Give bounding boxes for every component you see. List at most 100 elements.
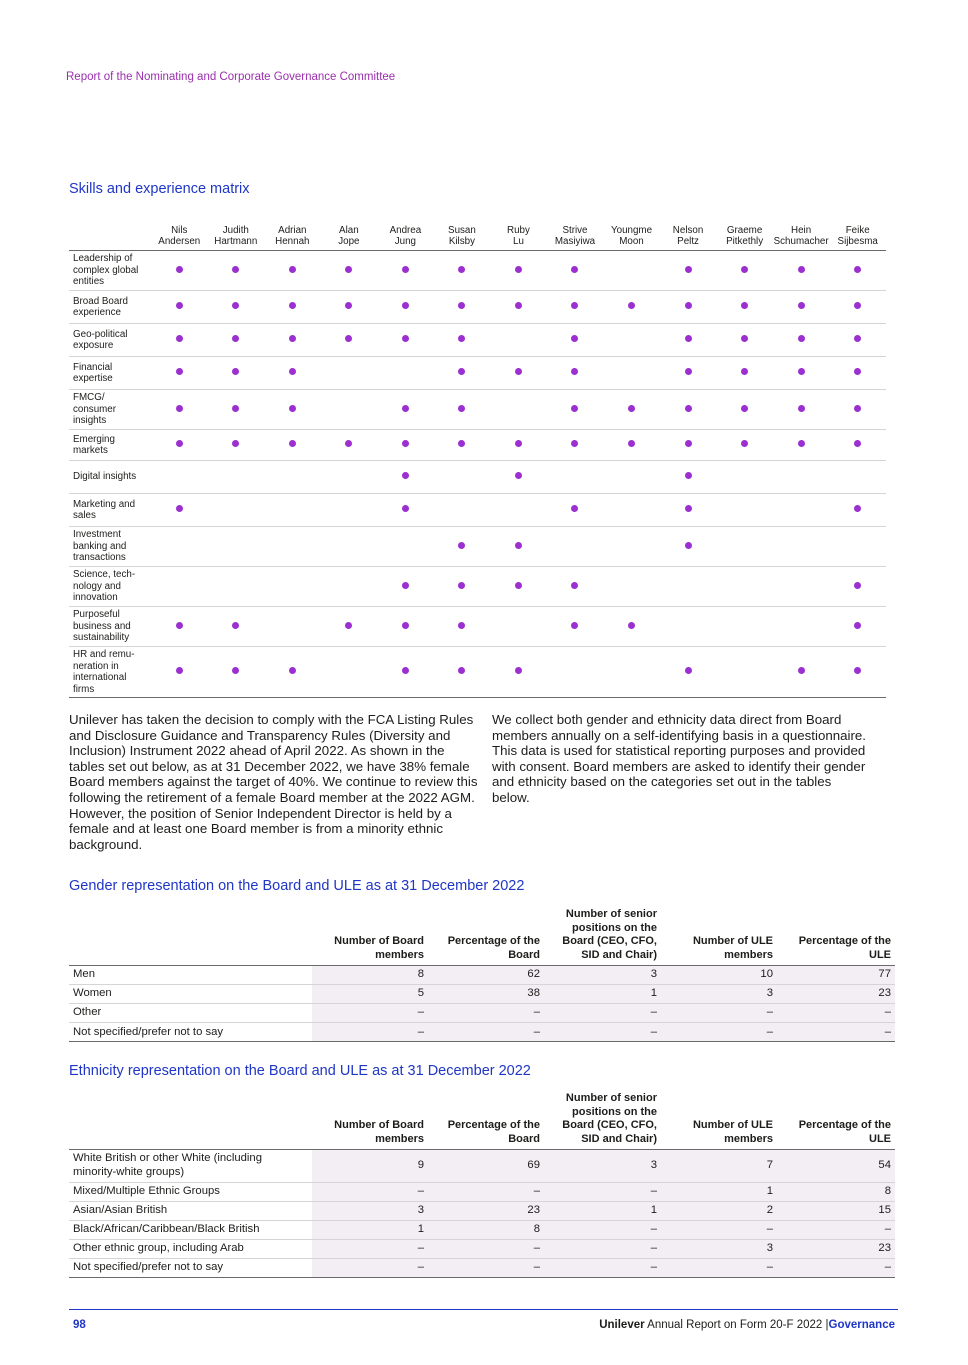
skill-dot-icon <box>514 368 522 376</box>
row-label: Not specified/prefer not to say <box>69 1258 312 1279</box>
skill-row: HR and remu-neration in international fi… <box>69 646 886 698</box>
member-column-header: Strive Masiyiwa <box>546 219 604 251</box>
skill-dot-icon <box>854 302 862 310</box>
member-first-name: Andrea <box>389 225 422 236</box>
skill-cell <box>829 356 886 390</box>
skill-dot-icon <box>514 265 522 273</box>
skill-dot-icon <box>288 440 296 448</box>
skill-cell <box>659 323 717 357</box>
skill-cell <box>603 429 660 461</box>
skill-dot-icon <box>288 265 296 273</box>
skill-cell <box>490 250 547 291</box>
skill-cell <box>772 290 830 324</box>
skill-cell <box>264 290 321 324</box>
skill-label-cell: Broad Board experience <box>69 290 151 324</box>
skill-cell <box>716 290 773 324</box>
skill-row: Purposeful business and sustainability <box>69 606 886 647</box>
table-cell: 7 <box>661 1149 777 1183</box>
skill-cell <box>433 526 491 567</box>
table-header-row: Number of Board members Percentage of the… <box>69 908 895 966</box>
skill-cell <box>659 389 717 430</box>
skill-cell <box>772 356 830 390</box>
skill-dot-icon <box>401 404 409 412</box>
footer-section: Governance <box>828 1319 895 1331</box>
skill-label: Broad Board experience <box>73 295 129 319</box>
table-cell: 77 <box>777 965 895 986</box>
skill-cell <box>546 389 604 430</box>
skill-cell <box>546 493 604 527</box>
skill-dot-icon <box>854 621 862 629</box>
skill-row: Financial expertise <box>69 356 886 390</box>
skill-cell <box>151 356 208 390</box>
table-row: Women 5 38 1 3 23 <box>69 984 895 1005</box>
member-first-name: Graeme <box>726 225 763 236</box>
table-cell: 1 <box>544 984 661 1005</box>
skill-cell <box>490 526 547 567</box>
skill-dot-icon <box>401 472 409 480</box>
table-cell: – <box>777 1003 895 1024</box>
skill-cell <box>716 250 773 291</box>
skill-cell <box>320 356 378 390</box>
skill-dot-icon <box>232 667 240 675</box>
table-header-row: Number of Board members Percentage of the… <box>69 1092 895 1150</box>
skill-cell <box>716 356 773 390</box>
skill-dot-icon <box>514 581 522 589</box>
skill-cell <box>207 493 265 527</box>
skill-dot-icon <box>458 368 466 376</box>
table-cell: 15 <box>777 1201 895 1221</box>
skill-dot-icon <box>401 581 409 589</box>
gender-table: Number of Board members Percentage of the… <box>69 908 895 1043</box>
skill-label: HR and remu-neration in international fi… <box>73 649 135 695</box>
skill-cell <box>433 493 491 527</box>
skill-cell <box>377 566 434 607</box>
table-cell: – <box>312 1258 428 1279</box>
skill-cell <box>772 646 830 698</box>
skill-cell <box>264 606 321 647</box>
skill-cell <box>603 290 660 324</box>
table-cell: – <box>661 1022 777 1043</box>
skill-label-cell: HR and remu-neration in international fi… <box>69 646 151 698</box>
skill-cell <box>151 646 208 698</box>
skill-dot-icon <box>232 302 240 310</box>
skill-cell <box>207 606 265 647</box>
table-row: Not specified/prefer not to say – – – – – <box>69 1022 895 1043</box>
skill-cell <box>546 290 604 324</box>
skill-cell <box>264 460 321 494</box>
skill-cell <box>772 606 830 647</box>
skill-cell <box>264 250 321 291</box>
skill-cell <box>264 646 321 698</box>
skill-cell <box>603 526 660 567</box>
member-first-name: Feike <box>845 225 870 236</box>
skill-label: Marketing and sales <box>73 498 136 522</box>
skill-dot-icon <box>684 404 692 412</box>
skill-label: Science, tech-nology and innovation <box>73 569 136 604</box>
skill-cell <box>207 250 265 291</box>
skill-cell <box>207 389 265 430</box>
skill-dot-icon <box>175 368 183 376</box>
row-label: Black/African/Caribbean/Black British <box>69 1220 312 1240</box>
member-last-name: Sijbesma <box>837 236 878 247</box>
skill-dot-icon <box>458 440 466 448</box>
table-row: Men 8 62 3 10 77 <box>69 965 895 986</box>
skill-dot-icon <box>514 472 522 480</box>
skill-cell <box>603 250 660 291</box>
skill-label: Financial expertise <box>73 361 113 385</box>
table-cell: – <box>544 1258 661 1279</box>
row-label: Men <box>69 965 312 986</box>
member-first-name: Nelson <box>672 225 704 236</box>
table-cell: – <box>428 1022 544 1043</box>
table-cell: 8 <box>312 965 428 986</box>
skill-cell <box>264 526 321 567</box>
table-cell: 1 <box>544 1201 661 1221</box>
skill-dot-icon <box>684 302 692 310</box>
member-column-header: Susan Kilsby <box>433 219 491 251</box>
skill-cell <box>151 606 208 647</box>
skill-cell <box>490 606 547 647</box>
column-header: Percentage of the Board <box>428 1092 544 1150</box>
row-label: Asian/Asian British <box>69 1201 312 1221</box>
skill-cell <box>433 460 491 494</box>
table-cell: – <box>777 1220 895 1240</box>
table-cell: 3 <box>661 984 777 1005</box>
skill-cell <box>659 429 717 461</box>
table-cell: – <box>544 1003 661 1024</box>
